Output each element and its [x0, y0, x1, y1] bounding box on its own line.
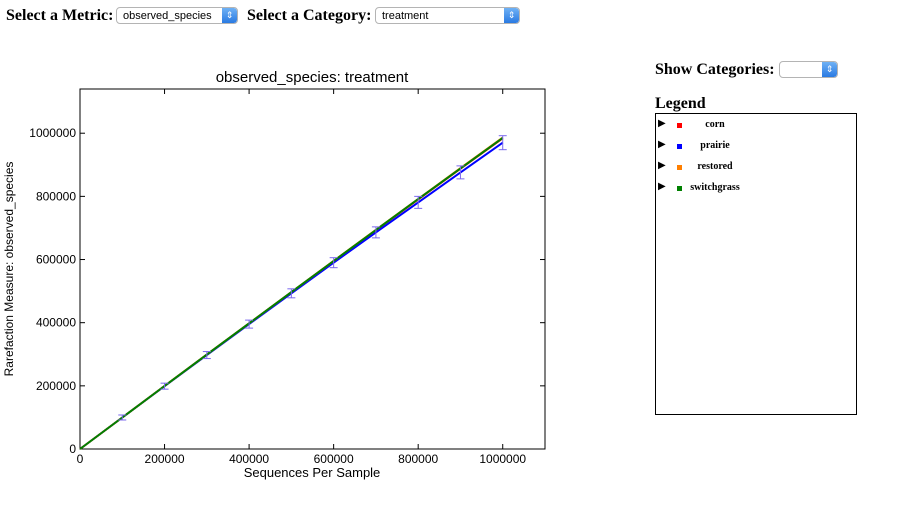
y-tick-label: 0: [69, 442, 76, 456]
legend-item-restored[interactable]: ▶ restored: [656, 160, 856, 176]
expand-triangle-icon[interactable]: ▶: [658, 118, 666, 129]
x-tick-label: 0: [77, 452, 84, 466]
metric-label: Select a Metric:: [6, 7, 114, 24]
show-categories-label: Show Categories:: [655, 61, 775, 78]
legend-panel: ▶ corn ▶ prairie ▶ restored ▶ switchgras…: [655, 113, 857, 415]
legend-swatch: [677, 186, 682, 191]
expand-triangle-icon[interactable]: ▶: [658, 160, 666, 171]
y-tick-label: 400000: [36, 316, 76, 330]
y-axis-label: Rarefaction Measure: observed_species: [2, 162, 16, 377]
chevron-updown-icon: ⇕: [504, 8, 519, 23]
x-tick-label: 600000: [314, 452, 354, 466]
metric-select-value: observed_species: [123, 10, 212, 22]
legend-item-corn[interactable]: ▶ corn: [656, 118, 856, 134]
error-bars: [118, 135, 507, 421]
x-tick-label: 1000000: [479, 452, 526, 466]
x-tick-label: 800000: [398, 452, 438, 466]
expand-triangle-icon[interactable]: ▶: [658, 181, 666, 192]
legend-label: restored: [697, 161, 733, 172]
legend-label: corn: [705, 119, 725, 130]
legend-label: prairie: [700, 140, 730, 151]
rarefaction-chart: observed_species: treatment Sequences Pe…: [2, 69, 546, 480]
x-axis-label: Sequences Per Sample: [244, 465, 381, 480]
legend-swatch: [677, 123, 682, 128]
plot-area: [79, 88, 546, 450]
x-tick-label: 400000: [229, 452, 269, 466]
expand-triangle-icon[interactable]: ▶: [658, 139, 666, 150]
category-label: Select a Category:: [247, 7, 372, 24]
x-axis-ticks: 0 200000 400000 600000 800000 1000000: [77, 89, 526, 466]
legend-title: Legend: [655, 95, 706, 112]
chevron-updown-icon: ⇕: [222, 8, 237, 23]
metric-select[interactable]: observed_species ⇕: [116, 7, 238, 24]
chart-title: observed_species: treatment: [216, 69, 409, 86]
y-axis-ticks: 0 200000 400000 600000 800000 1000000: [29, 126, 545, 456]
y-tick-label: 800000: [36, 189, 76, 203]
show-categories-select[interactable]: ⇕: [779, 61, 838, 78]
y-tick-label: 600000: [36, 253, 76, 267]
y-tick-label: 200000: [36, 379, 76, 393]
x-tick-label: 200000: [145, 452, 185, 466]
category-select[interactable]: treatment ⇕: [375, 7, 520, 24]
legend-swatch: [677, 144, 682, 149]
legend-swatch: [677, 165, 682, 170]
y-tick-label: 1000000: [29, 126, 76, 140]
legend-item-switchgrass[interactable]: ▶ switchgrass: [656, 181, 856, 197]
chevron-updown-icon: ⇕: [822, 62, 837, 77]
category-select-value: treatment: [382, 10, 429, 22]
legend-label: switchgrass: [690, 182, 740, 193]
legend-item-prairie[interactable]: ▶ prairie: [656, 139, 856, 155]
